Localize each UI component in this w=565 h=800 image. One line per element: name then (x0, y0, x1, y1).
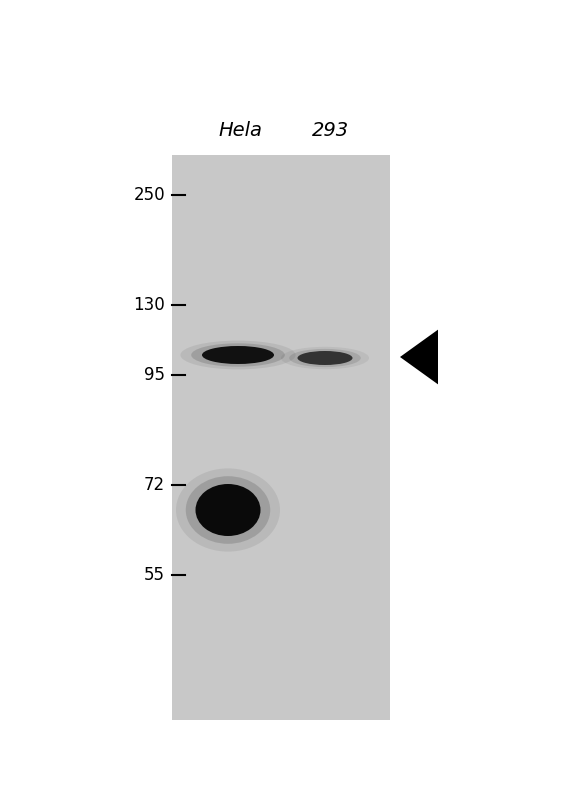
Ellipse shape (176, 468, 280, 552)
Text: 250: 250 (133, 186, 165, 204)
Polygon shape (400, 330, 438, 384)
Text: 72: 72 (144, 476, 165, 494)
Text: 95: 95 (144, 366, 165, 384)
Ellipse shape (289, 349, 360, 367)
Ellipse shape (191, 343, 285, 366)
Text: 293: 293 (311, 121, 349, 140)
Text: 130: 130 (133, 296, 165, 314)
Text: 55: 55 (144, 566, 165, 584)
Bar (172, 155, 390, 720)
Ellipse shape (186, 476, 270, 544)
Ellipse shape (202, 346, 274, 364)
Ellipse shape (281, 346, 369, 370)
Ellipse shape (298, 351, 353, 365)
Ellipse shape (195, 484, 260, 536)
Text: Hela: Hela (218, 121, 262, 140)
Ellipse shape (180, 341, 295, 370)
